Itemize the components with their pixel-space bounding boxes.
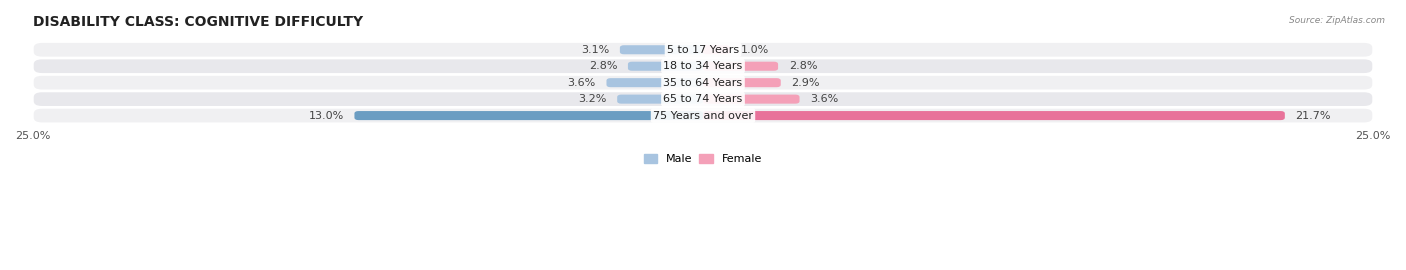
Legend: Male, Female: Male, Female	[644, 154, 762, 164]
Text: 35 to 64 Years: 35 to 64 Years	[664, 78, 742, 88]
Text: 1.0%: 1.0%	[741, 45, 769, 55]
Text: 65 to 74 Years: 65 to 74 Years	[664, 94, 742, 104]
FancyBboxPatch shape	[703, 62, 778, 71]
Text: 2.9%: 2.9%	[792, 78, 820, 88]
Text: 13.0%: 13.0%	[308, 111, 343, 121]
Text: 3.6%: 3.6%	[568, 78, 596, 88]
Text: 18 to 34 Years: 18 to 34 Years	[664, 61, 742, 71]
Text: 75 Years and over: 75 Years and over	[652, 111, 754, 121]
Text: 5 to 17 Years: 5 to 17 Years	[666, 45, 740, 55]
FancyBboxPatch shape	[32, 108, 1374, 123]
FancyBboxPatch shape	[628, 62, 703, 71]
FancyBboxPatch shape	[703, 45, 730, 54]
FancyBboxPatch shape	[703, 78, 780, 87]
Text: DISABILITY CLASS: COGNITIVE DIFFICULTY: DISABILITY CLASS: COGNITIVE DIFFICULTY	[32, 15, 363, 29]
Text: 21.7%: 21.7%	[1295, 111, 1331, 121]
FancyBboxPatch shape	[32, 58, 1374, 74]
Text: 3.6%: 3.6%	[810, 94, 838, 104]
FancyBboxPatch shape	[617, 94, 703, 104]
FancyBboxPatch shape	[703, 111, 1285, 120]
FancyBboxPatch shape	[354, 111, 703, 120]
Text: 2.8%: 2.8%	[589, 61, 617, 71]
FancyBboxPatch shape	[620, 45, 703, 54]
Text: 3.1%: 3.1%	[581, 45, 609, 55]
Text: 3.2%: 3.2%	[578, 94, 606, 104]
Text: Source: ZipAtlas.com: Source: ZipAtlas.com	[1289, 16, 1385, 25]
FancyBboxPatch shape	[703, 94, 800, 104]
FancyBboxPatch shape	[606, 78, 703, 87]
FancyBboxPatch shape	[32, 91, 1374, 107]
FancyBboxPatch shape	[32, 42, 1374, 58]
Text: 2.8%: 2.8%	[789, 61, 817, 71]
FancyBboxPatch shape	[32, 75, 1374, 90]
